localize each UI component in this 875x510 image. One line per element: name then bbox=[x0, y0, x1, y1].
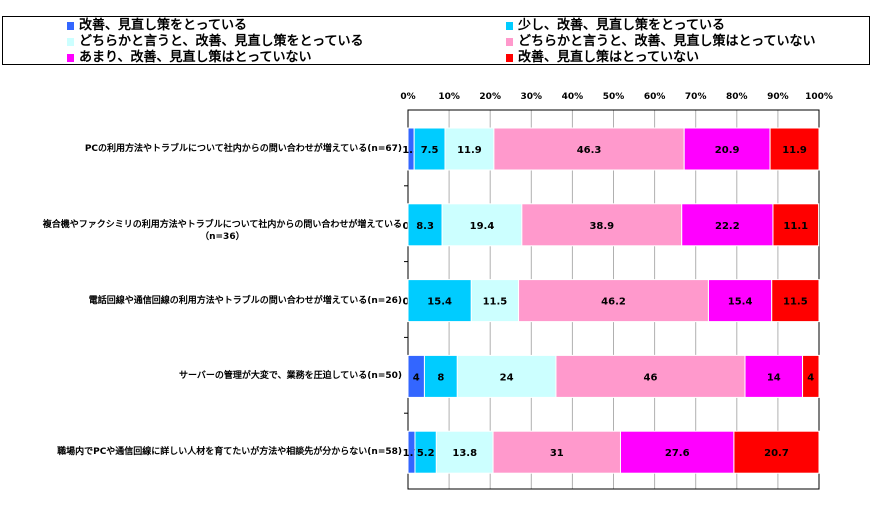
data-label: 1.7 bbox=[403, 448, 421, 459]
data-label: 1.5 bbox=[402, 145, 420, 156]
x-tick-label: 40% bbox=[562, 92, 584, 102]
data-label: 0 bbox=[403, 221, 410, 232]
data-label: 4 bbox=[807, 372, 814, 383]
bar-segment bbox=[456, 354, 557, 398]
bar-segment bbox=[771, 279, 820, 323]
data-label: 5.2 bbox=[417, 448, 435, 459]
bar-segment bbox=[518, 279, 709, 323]
legend-label: 改善、見直し策をとっている bbox=[79, 18, 247, 33]
data-label: 13.8 bbox=[452, 448, 477, 459]
data-label: 8 bbox=[437, 372, 444, 383]
category-label: PCの利用方法やトラブルについて社内からの問い合わせが増えている(n=67) bbox=[84, 144, 402, 154]
data-label: 46.3 bbox=[577, 145, 602, 156]
x-tick-label: 30% bbox=[521, 92, 543, 102]
legend-item: 改善、見直し策はとっていない bbox=[506, 50, 699, 66]
bar-segment bbox=[521, 203, 683, 247]
x-tick-label: 20% bbox=[479, 92, 501, 102]
bar-segment bbox=[470, 279, 520, 323]
data-label: 4 bbox=[413, 372, 420, 383]
bar-segment bbox=[683, 127, 771, 171]
bar-segment bbox=[407, 279, 472, 323]
data-label: 8.3 bbox=[416, 221, 434, 232]
data-label: 27.6 bbox=[665, 448, 690, 459]
bar-segment bbox=[769, 127, 820, 171]
x-tick-label: 0% bbox=[400, 92, 415, 102]
legend-label: どちらかと言うと、改善、見直し策をとっている bbox=[79, 34, 364, 49]
category-label: サーバーの管理が大変で、業務を圧迫している(n=50) bbox=[179, 371, 402, 382]
data-label: 24 bbox=[500, 372, 514, 383]
data-label: 20.9 bbox=[715, 145, 740, 156]
legend-swatch bbox=[67, 38, 74, 46]
data-label: 11.9 bbox=[782, 145, 807, 156]
category-label: 複合機やファクシミリの利用方法やトラブルについて社内からの問い合わせが増えている… bbox=[42, 219, 402, 242]
data-label: 11.5 bbox=[483, 297, 508, 308]
bar-segment bbox=[407, 203, 443, 247]
x-tick-label: 100% bbox=[805, 92, 833, 102]
data-label: 11.5 bbox=[783, 297, 808, 308]
legend-item: どちらかと言うと、改善、見直し策をとっている bbox=[67, 34, 363, 50]
legend-label: あまり、改善、見直し策はとっていない bbox=[79, 50, 312, 65]
data-label: 14 bbox=[767, 372, 781, 383]
legend-label: 改善、見直し策はとっていない bbox=[518, 50, 699, 65]
category-label: 電話回線や通信回線の利用方法やトラブルの問い合わせが増えている(n=26) bbox=[88, 295, 402, 306]
data-label: 46.2 bbox=[601, 297, 626, 308]
legend: 改善、見直し策をとっている 少し、改善、見直し策をとっている どちらかと言うと、改善… bbox=[2, 16, 870, 65]
legend-item: 改善、見直し策をとっている bbox=[67, 18, 247, 34]
bar-segment bbox=[707, 279, 773, 323]
bar-segment bbox=[802, 354, 820, 398]
x-tick-label: 60% bbox=[644, 92, 666, 102]
data-label: 22.2 bbox=[715, 221, 740, 232]
data-label: 38.9 bbox=[589, 221, 614, 232]
data-label: 0 bbox=[403, 297, 410, 308]
legend-item: あまり、改善、見直し策はとっていない bbox=[67, 50, 311, 66]
legend-swatch bbox=[67, 54, 74, 62]
bar-segment bbox=[555, 354, 746, 398]
bar-segment bbox=[493, 127, 685, 171]
data-label: 20.7 bbox=[764, 448, 789, 459]
legend-swatch bbox=[506, 54, 513, 62]
bar-segment bbox=[444, 127, 495, 171]
data-label: 7.5 bbox=[421, 145, 439, 156]
category-label: 職場内でPCや通信回線に詳しい人材を育てたいが方法や相談先が分からない(n=58… bbox=[57, 447, 402, 458]
bar-segment bbox=[435, 430, 494, 474]
bar-segment bbox=[413, 127, 446, 171]
legend-label: どちらかと言うと、改善、見直し策はとっていない bbox=[518, 34, 816, 49]
bar-segment bbox=[744, 354, 804, 398]
x-tick-label: 70% bbox=[685, 92, 707, 102]
legend-swatch bbox=[67, 22, 74, 30]
data-label: 31 bbox=[550, 448, 564, 459]
bar-segment bbox=[619, 430, 735, 474]
legend-item: 少し、改善、見直し策をとっている bbox=[506, 18, 725, 34]
data-label: 46 bbox=[644, 372, 658, 383]
x-tick-label: 10% bbox=[438, 92, 460, 102]
data-label: 11.9 bbox=[457, 145, 482, 156]
data-label: 11.1 bbox=[783, 221, 808, 232]
legend-swatch bbox=[506, 38, 513, 46]
legend-swatch bbox=[506, 22, 513, 30]
bar-segment bbox=[772, 203, 820, 247]
bar-segment bbox=[423, 354, 458, 398]
data-label: 15.4 bbox=[427, 297, 452, 308]
data-label: 15.4 bbox=[728, 297, 753, 308]
legend-label: 少し、改善、見直し策をとっている bbox=[518, 18, 725, 33]
data-label: 19.4 bbox=[470, 221, 495, 232]
bar-segment bbox=[441, 203, 523, 247]
x-tick-label: 80% bbox=[726, 92, 748, 102]
legend-item: どちらかと言うと、改善、見直し策はとっていない bbox=[506, 34, 815, 50]
x-tick-label: 90% bbox=[767, 92, 789, 102]
x-tick-label: 50% bbox=[603, 92, 625, 102]
bar-segment bbox=[733, 430, 820, 474]
